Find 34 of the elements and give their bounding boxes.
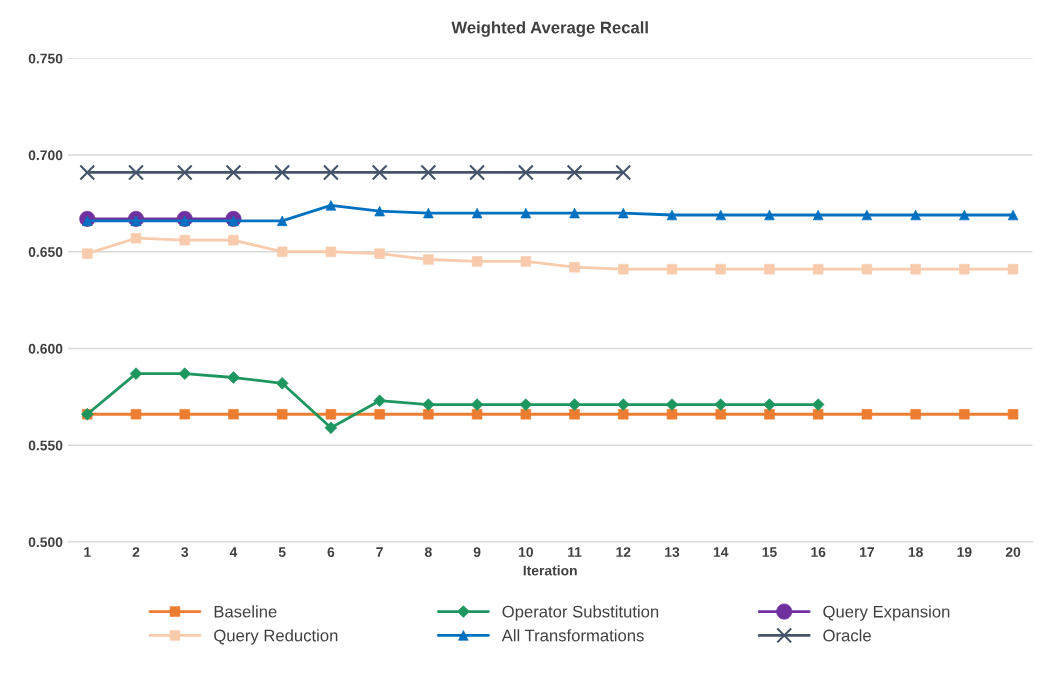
x-tick-label: 16	[811, 547, 826, 557]
legend-label: Query Reduction	[214, 629, 338, 645]
legend-label: Query Expansion	[823, 605, 950, 621]
x-tick-label: 5	[278, 547, 286, 557]
x-tick-label: 9	[473, 547, 481, 557]
x-tick-label: 8	[424, 547, 432, 557]
x-tick-label: 10	[518, 547, 533, 557]
x-tick-label: 19	[957, 547, 972, 557]
x-tick-label: 3	[181, 547, 189, 558]
y-tick-label: 0.650	[28, 247, 63, 257]
x-axis-title: Iteration	[523, 565, 577, 576]
legend-label: Oracle	[823, 629, 871, 642]
x-tick-label: 4	[229, 547, 238, 557]
legend-label: All Transformations	[501, 629, 644, 642]
x-tick-label: 2	[132, 547, 140, 557]
legend-label: Operator Substitution	[502, 605, 659, 621]
x-tick-label: 1	[84, 547, 91, 557]
x-tick-label: 14	[713, 547, 729, 557]
x-tick-label: 17	[860, 547, 875, 557]
x-tick-label: 18	[908, 547, 923, 557]
legend-label: Baseline	[214, 605, 277, 618]
y-tick-label: 0.750	[28, 53, 63, 64]
x-tick-label: 7	[376, 547, 383, 557]
x-tick-label: 11	[568, 547, 582, 557]
y-tick-label: 0.500	[28, 537, 63, 548]
y-tick-label: 0.600	[28, 343, 63, 354]
x-tick-label: 20	[1005, 547, 1021, 557]
x-tick-label: 12	[616, 547, 631, 557]
x-tick-label: 13	[665, 547, 680, 558]
x-tick-label: 6	[327, 547, 335, 557]
y-tick-label: 0.550	[28, 440, 63, 451]
x-tick-label: 15	[762, 547, 777, 557]
y-tick-label: 0.700	[28, 150, 63, 161]
chart-title: Weighted Average Recall	[451, 21, 648, 37]
